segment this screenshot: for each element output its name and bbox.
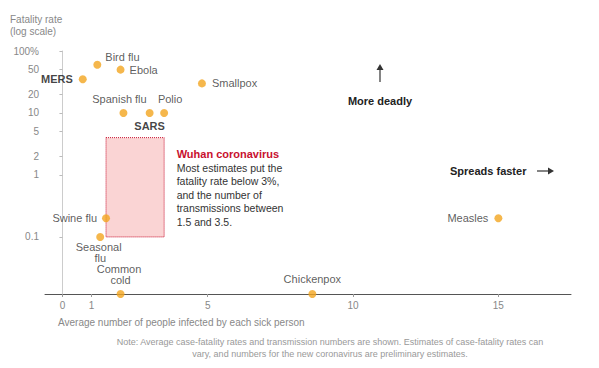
svg-text:Fatality rate: Fatality rate — [10, 14, 63, 25]
svg-text:Seasonal: Seasonal — [75, 241, 125, 254]
svg-text:0: 0 — [60, 300, 66, 311]
svg-text:Bird flu: Bird flu — [105, 51, 139, 63]
svg-text:MERS: MERS — [41, 73, 73, 85]
svg-text:Smallpox: Smallpox — [212, 77, 258, 89]
svg-text:5: 5 — [205, 300, 211, 311]
svg-text:50: 50 — [28, 64, 40, 75]
svg-text:Chickenpox: Chickenpox — [284, 273, 342, 285]
svg-text:1.5 and 3.5.: 1.5 and 3.5. — [177, 216, 232, 228]
svg-text:vary, and numbers for the new: vary, and numbers for the new coronaviru… — [192, 349, 467, 359]
svg-text:20: 20 — [28, 89, 40, 100]
svg-text:Common: Common — [96, 262, 145, 275]
svg-text:Spreads faster: Spreads faster — [450, 165, 527, 177]
svg-text:0.1: 0.1 — [25, 231, 39, 242]
svg-text:10: 10 — [28, 107, 40, 118]
svg-text:1: 1 — [33, 169, 39, 180]
svg-text:Swine flu: Swine flu — [52, 212, 97, 224]
svg-text:1: 1 — [89, 300, 95, 311]
svg-text:Average number of people infec: Average number of people infected by eac… — [58, 317, 305, 328]
svg-text:fatality rate below 3%,: fatality rate below 3%, — [177, 175, 280, 187]
svg-text:15: 15 — [493, 300, 505, 311]
svg-text:More deadly: More deadly — [348, 95, 413, 107]
svg-text:SARS: SARS — [134, 120, 165, 132]
svg-text:Wuhan coronavirus: Wuhan coronavirus — [177, 148, 279, 160]
svg-text:Note: Average case-fatality ra: Note: Average case-fatality rates and tr… — [117, 337, 544, 347]
svg-text:Most estimates put the: Most estimates put the — [177, 162, 283, 174]
svg-text:transmissions between: transmissions between — [177, 202, 284, 214]
svg-text:10: 10 — [347, 300, 359, 311]
svg-text:(log scale): (log scale) — [10, 26, 56, 37]
svg-text:2: 2 — [33, 151, 39, 162]
svg-text:flu: flu — [94, 252, 106, 265]
svg-text:and the number of: and the number of — [177, 189, 262, 201]
svg-text:Measles: Measles — [447, 212, 488, 224]
svg-text:Spanish flu: Spanish flu — [92, 93, 146, 105]
svg-text:Polio: Polio — [158, 93, 182, 105]
svg-text:cold: cold — [110, 274, 130, 286]
svg-text:100%: 100% — [13, 46, 39, 57]
svg-text:5: 5 — [33, 126, 39, 137]
svg-text:Ebola: Ebola — [130, 64, 159, 76]
